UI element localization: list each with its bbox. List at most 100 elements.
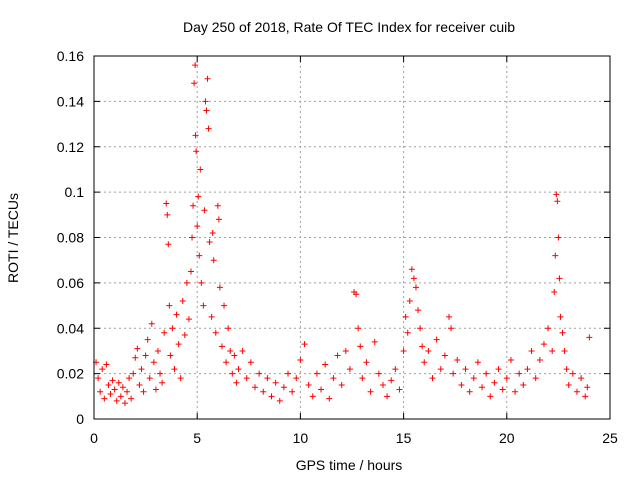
- data-point: [313, 370, 320, 377]
- data-point: [154, 347, 161, 354]
- data-point: [173, 311, 180, 318]
- data-point: [433, 336, 440, 343]
- data-point: [404, 329, 411, 336]
- x-tick-label: 10: [293, 430, 309, 446]
- data-point: [528, 347, 535, 354]
- y-tick-label: 0.16: [57, 48, 84, 64]
- data-point: [293, 375, 300, 382]
- data-point: [109, 377, 116, 384]
- data-point: [379, 381, 386, 388]
- data-point: [516, 370, 523, 377]
- data-point: [512, 388, 519, 395]
- data-point: [448, 325, 455, 332]
- data-point: [470, 375, 477, 382]
- data-point: [540, 341, 547, 348]
- data-point: [458, 381, 465, 388]
- data-point: [289, 388, 296, 395]
- data-point: [371, 338, 378, 345]
- data-point: [166, 302, 173, 309]
- data-point: [545, 325, 552, 332]
- data-point: [412, 284, 419, 291]
- data-point: [192, 132, 199, 139]
- data-point: [441, 352, 448, 359]
- y-tick-label: 0.02: [57, 366, 84, 382]
- y-tick-label: 0.14: [57, 93, 84, 109]
- data-point: [146, 375, 153, 382]
- data-point: [227, 347, 234, 354]
- data-point: [479, 384, 486, 391]
- data-point: [507, 357, 514, 364]
- data-point: [359, 375, 366, 382]
- grid-lines: [94, 56, 610, 419]
- data-point: [188, 268, 195, 275]
- data-point: [555, 234, 562, 241]
- data-point: [189, 234, 196, 241]
- data-point: [578, 375, 585, 382]
- data-point: [417, 325, 424, 332]
- x-tick-label: 20: [499, 430, 515, 446]
- data-point: [491, 379, 498, 386]
- data-point: [212, 329, 219, 336]
- data-point: [239, 347, 246, 354]
- plot-frame: [93, 55, 611, 420]
- data-point: [553, 191, 560, 198]
- data-point: [495, 366, 502, 373]
- data-point: [107, 391, 114, 398]
- data-point: [532, 375, 539, 382]
- data-point: [462, 366, 469, 373]
- data-point: [297, 357, 304, 364]
- data-point: [140, 388, 147, 395]
- data-point: [524, 366, 531, 373]
- data-point: [503, 375, 510, 382]
- data-point: [318, 386, 325, 393]
- data-point: [582, 393, 589, 400]
- data-point: [215, 216, 222, 223]
- data-point: [101, 395, 108, 402]
- data-point: [119, 384, 126, 391]
- data-point: [183, 279, 190, 286]
- data-point: [342, 347, 349, 354]
- data-point: [113, 397, 120, 404]
- y-tick-label: 0.1: [65, 184, 85, 200]
- data-point: [285, 370, 292, 377]
- data-point: [229, 370, 236, 377]
- data-point: [565, 381, 572, 388]
- data-point: [163, 200, 170, 207]
- data-point: [402, 313, 409, 320]
- data-point: [483, 370, 490, 377]
- data-point: [191, 80, 198, 87]
- data-point: [338, 381, 345, 388]
- data-point: [177, 375, 184, 382]
- data-point: [305, 381, 312, 388]
- data-point: [99, 366, 106, 373]
- data-point: [346, 366, 353, 373]
- data-point: [499, 386, 506, 393]
- data-point: [121, 400, 128, 407]
- x-tick-label: 25: [602, 430, 618, 446]
- data-point: [406, 298, 413, 305]
- data-point: [561, 347, 568, 354]
- data-point: [247, 359, 254, 366]
- data-point: [410, 275, 417, 282]
- data-point: [584, 384, 591, 391]
- data-point: [165, 241, 172, 248]
- data-point: [111, 386, 118, 393]
- data-point: [194, 223, 201, 230]
- data-point: [392, 366, 399, 373]
- data-point: [124, 388, 131, 395]
- data-point: [103, 361, 110, 368]
- data-point: [203, 107, 210, 114]
- data-point: [276, 397, 283, 404]
- data-point: [421, 359, 428, 366]
- data-point: [214, 202, 221, 209]
- data-point: [549, 347, 556, 354]
- data-point: [415, 307, 422, 314]
- data-point: [144, 336, 151, 343]
- x-tick-label: 0: [90, 430, 98, 446]
- data-points: [93, 62, 593, 407]
- data-point: [474, 359, 481, 366]
- data-point: [185, 316, 192, 323]
- data-point: [95, 375, 102, 382]
- data-point: [425, 347, 432, 354]
